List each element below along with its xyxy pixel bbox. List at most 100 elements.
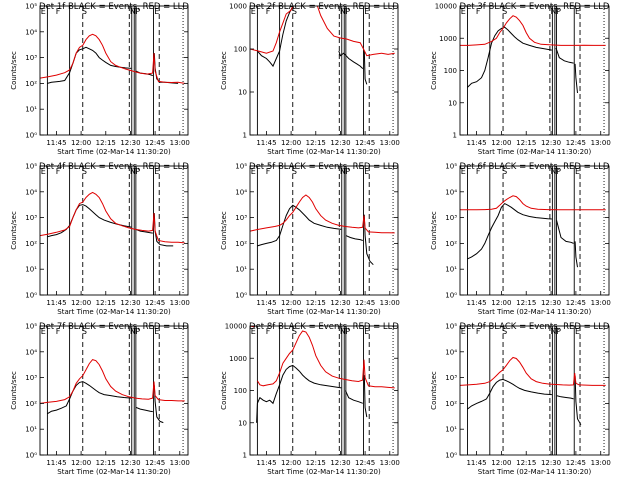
y-tick-label: 1000 xyxy=(439,35,457,43)
panel-title: Det 9f BLACK = Events, RED = LLD xyxy=(460,322,610,332)
flag-label: E xyxy=(575,7,580,16)
x-tick-label: 12:15 xyxy=(516,299,536,307)
y-tick-label: 10² xyxy=(25,80,37,88)
lld-series-line xyxy=(40,359,185,404)
y-axis-label: Counts/sec xyxy=(430,51,438,90)
flag-label: E xyxy=(154,7,159,16)
flag-label: P xyxy=(345,167,350,176)
x-axis-label: Start Time (02-Mar-14 11:30:20) xyxy=(57,468,171,476)
flag-label: E xyxy=(575,167,580,176)
flag-label: E xyxy=(364,327,369,336)
x-axis-label: Start Time (02-Mar-14 11:30:20) xyxy=(57,308,171,316)
y-tick-label: 10⁰ xyxy=(445,292,457,300)
flag-label: S xyxy=(292,327,297,336)
x-tick-label: 13:00 xyxy=(170,299,190,307)
x-tick-label: 12:00 xyxy=(71,139,91,147)
y-tick-label: 10⁰ xyxy=(445,452,457,460)
events-series-line xyxy=(345,235,363,241)
x-tick-label: 12:15 xyxy=(516,139,536,147)
flag-label: E xyxy=(364,7,369,16)
flag-label: P xyxy=(556,327,561,336)
events-series-line xyxy=(257,7,293,68)
x-tick-label: 11:45 xyxy=(466,299,486,307)
plot-frame xyxy=(39,165,189,296)
lld-series-line xyxy=(460,15,606,46)
flag-label: F xyxy=(476,167,481,176)
x-tick-label: 12:15 xyxy=(516,459,536,467)
events-series-line xyxy=(467,26,552,88)
events-series-line xyxy=(467,202,552,260)
y-tick-label: 10² xyxy=(235,240,247,248)
events-series-line xyxy=(256,364,342,423)
flag-label: S xyxy=(502,167,507,176)
y-tick-label: 10² xyxy=(445,240,457,248)
x-tick-label: 12:00 xyxy=(71,459,91,467)
y-axis-label: Counts/sec xyxy=(220,211,228,250)
flag-label: N xyxy=(551,327,557,336)
x-tick-label: 13:00 xyxy=(380,299,400,307)
x-tick-label: 12:30 xyxy=(120,459,140,467)
flag-label: F xyxy=(56,167,61,176)
y-tick-label: 10¹ xyxy=(445,266,457,274)
x-tick-label: 12:30 xyxy=(120,299,140,307)
events-series-line xyxy=(363,375,368,418)
y-tick-label: 10³ xyxy=(445,374,457,382)
x-tick-label: 13:00 xyxy=(380,459,400,467)
flag-label: P xyxy=(556,7,561,16)
series-group xyxy=(250,194,395,266)
flag-label: N xyxy=(551,7,557,16)
flag-label: E xyxy=(154,327,159,336)
panel-title: Det 4f BLACK = Events, RED = LLD xyxy=(39,162,189,172)
x-tick-label: 12:45 xyxy=(566,139,586,147)
series-group xyxy=(460,356,606,425)
y-tick-label: 10⁴ xyxy=(25,188,37,196)
x-tick-label: 12:00 xyxy=(491,299,511,307)
flag-label: S xyxy=(502,7,507,16)
flag-label: E xyxy=(251,327,256,336)
y-tick-label: 100 xyxy=(234,46,247,54)
plot-frame xyxy=(39,325,189,456)
y-tick-label: 10⁵ xyxy=(25,163,37,171)
flag-label: N xyxy=(551,167,557,176)
lld-series-line xyxy=(460,195,606,211)
x-tick-label: 12:00 xyxy=(491,459,511,467)
flag-label: S xyxy=(82,327,87,336)
flag-label: E xyxy=(251,167,256,176)
y-tick-label: 10 xyxy=(238,89,247,97)
y-tick-label: 100 xyxy=(234,387,247,395)
lld-series-line xyxy=(316,6,395,57)
y-tick-label: 1 xyxy=(453,132,457,140)
x-tick-label: 12:15 xyxy=(96,139,116,147)
x-axis-label: Start Time (02-Mar-14 11:30:20) xyxy=(478,468,592,476)
plot-frame xyxy=(249,165,399,296)
y-tick-label: 10³ xyxy=(25,54,37,62)
y-tick-label: 10000 xyxy=(225,323,247,331)
flag-label: E xyxy=(154,167,159,176)
x-tick-label: 11:45 xyxy=(256,139,276,147)
panel-title: Det 3f BLACK = Events, RED = LLD xyxy=(460,2,610,12)
flag-label: S xyxy=(82,7,87,16)
flag-label: N xyxy=(130,167,136,176)
y-tick-label: 10³ xyxy=(445,214,457,222)
x-tick-label: 12:45 xyxy=(145,299,165,307)
y-tick-label: 10⁴ xyxy=(235,188,247,196)
y-tick-label: 10² xyxy=(445,400,457,408)
x-tick-label: 12:45 xyxy=(566,299,586,307)
flag-label: S xyxy=(292,7,297,16)
plot-frame xyxy=(459,5,610,136)
events-series-line xyxy=(574,375,582,425)
flag-label: F xyxy=(56,7,61,16)
x-tick-label: 11:45 xyxy=(256,299,276,307)
x-tick-label: 11:45 xyxy=(46,139,66,147)
lld-series-line xyxy=(250,6,294,54)
flag-label: S xyxy=(82,167,87,176)
y-tick-label: 10¹ xyxy=(25,106,37,114)
x-tick-label: 12:30 xyxy=(541,299,561,307)
y-axis-label: Counts/sec xyxy=(430,211,438,250)
flag-label: E xyxy=(461,7,466,16)
lld-series-line xyxy=(460,356,606,386)
x-tick-label: 11:45 xyxy=(256,459,276,467)
